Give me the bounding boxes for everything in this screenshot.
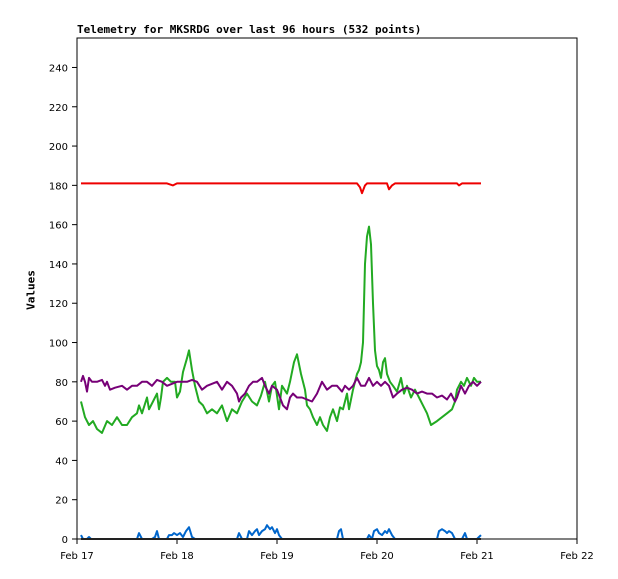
y-tick-label: 0 xyxy=(62,535,68,546)
x-tick-label: Feb 17 xyxy=(60,551,94,562)
y-tick-label: 60 xyxy=(55,417,68,428)
series-line-2 xyxy=(80,225,481,434)
series-line-1 xyxy=(81,182,481,195)
x-tick-label: Feb 18 xyxy=(160,551,194,562)
y-tick-label: 180 xyxy=(49,181,68,192)
plot-frame xyxy=(76,37,578,540)
series-line-4 xyxy=(80,524,482,540)
x-tick-label: Feb 20 xyxy=(360,551,394,562)
series-line-3 xyxy=(80,374,482,411)
y-tick-label: 220 xyxy=(49,103,68,114)
y-tick-label: 200 xyxy=(49,142,68,153)
x-tick-label: Feb 22 xyxy=(560,551,594,562)
x-tick-label: Feb 19 xyxy=(260,551,294,562)
y-tick-label: 120 xyxy=(49,299,68,310)
chart-title: Telemetry for MKSRDG over last 96 hours … xyxy=(77,23,422,36)
y-axis: 0 20 40 60 80 100 120 140 160 180 200 220 240 xyxy=(49,63,77,546)
y-tick-label: 100 xyxy=(49,339,68,350)
x-axis: Feb 17 Feb 18 Feb 19 Feb 20 Feb 21 Feb 22 xyxy=(60,539,594,562)
x-tick-label: Feb 21 xyxy=(460,551,494,562)
y-tick-label: 160 xyxy=(49,221,68,232)
y-tick-label: 140 xyxy=(49,260,68,271)
y-tick-label: 80 xyxy=(55,378,68,389)
y-tick-label: 240 xyxy=(49,63,68,74)
y-tick-label: 40 xyxy=(55,456,68,467)
y-tick-label: 20 xyxy=(55,496,68,507)
series-group xyxy=(80,182,482,540)
